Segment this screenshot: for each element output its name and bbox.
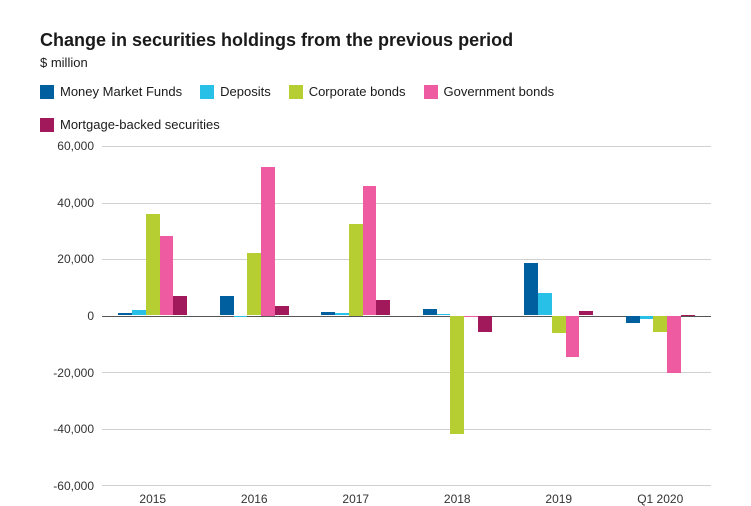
x-tick-label: 2016 [204,492,306,506]
bar [640,316,654,319]
bar [220,296,234,316]
y-tick-label: -20,000 [53,366,94,380]
bar [524,263,538,315]
legend-label: Government bonds [444,84,555,99]
bar [450,316,464,435]
legend-item: Government bonds [424,84,555,99]
chart-plot-wrap: -60,000-40,000-20,000020,00040,00060,000 [40,146,711,486]
bar [132,310,146,315]
y-tick-label: -40,000 [53,422,94,436]
legend-label: Deposits [220,84,271,99]
y-axis: -60,000-40,000-20,000020,00040,00060,000 [40,146,102,486]
bar [146,214,160,316]
x-axis: 20152016201720182019Q1 2020 [102,492,711,506]
bar [626,316,640,324]
legend-swatch [289,85,303,99]
y-tick-label: -60,000 [53,479,94,493]
bar [261,167,275,315]
gridline [102,485,711,486]
legend-label: Corporate bonds [309,84,406,99]
bar [423,309,437,315]
chart-title: Change in securities holdings from the p… [40,30,711,51]
legend-swatch [40,85,54,99]
x-tick-label: Q1 2020 [610,492,712,506]
bar [173,296,187,316]
legend-swatch [424,85,438,99]
chart-subtitle: $ million [40,55,711,70]
legend-swatch [200,85,214,99]
bar [667,316,681,373]
gridline [102,372,711,373]
legend-item: Deposits [200,84,271,99]
bar [160,236,174,315]
bar [349,224,363,316]
bar [118,313,132,315]
bar [579,311,593,316]
chart-legend: Money Market Funds Deposits Corporate bond… [40,84,711,132]
legend-label: Money Market Funds [60,84,182,99]
bar [681,315,695,316]
gridline [102,146,711,147]
y-tick-label: 40,000 [57,196,94,210]
bar [464,316,478,317]
bar [275,306,289,316]
chart-container: Change in securities holdings from the p… [0,0,751,500]
bar [552,316,566,334]
x-tick-label: 2018 [407,492,509,506]
bar [247,253,261,315]
y-tick-label: 0 [87,309,94,323]
legend-label: Mortgage-backed securities [60,117,220,132]
gridline [102,429,711,430]
gridline [102,203,711,204]
legend-item: Corporate bonds [289,84,406,99]
bar [363,186,377,316]
y-tick-label: 60,000 [57,139,94,153]
bar [321,312,335,315]
x-tick-label: 2015 [102,492,204,506]
y-tick-label: 20,000 [57,252,94,266]
bar [538,293,552,316]
plot-area [102,146,711,486]
bar [234,316,248,317]
zero-line [102,316,711,317]
x-tick-label: 2019 [508,492,610,506]
x-tick-label: 2017 [305,492,407,506]
legend-item: Money Market Funds [40,84,182,99]
bar [376,300,390,316]
gridline [102,259,711,260]
bar [566,316,580,358]
legend-swatch [40,118,54,132]
bar [437,314,451,316]
bar [335,313,349,315]
bar [653,316,667,332]
bar [478,316,492,332]
legend-item: Mortgage-backed securities [40,117,220,132]
